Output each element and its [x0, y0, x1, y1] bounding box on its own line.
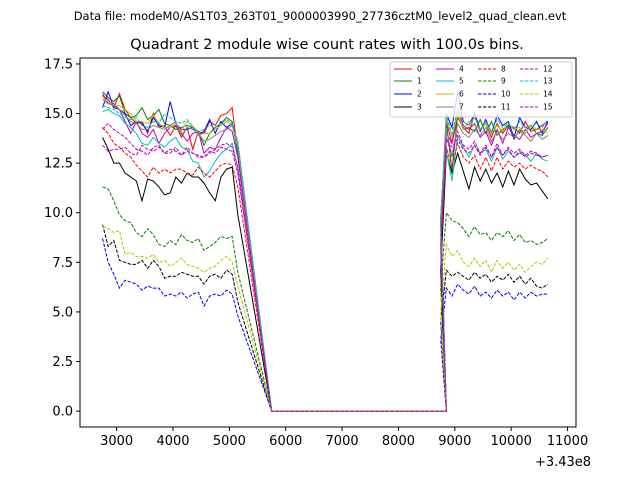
y-tick-label: 15.0	[44, 107, 73, 122]
legend-label-1: 1	[417, 77, 422, 86]
y-tick-label: 5.0	[52, 305, 73, 320]
x-tick-label: 11000	[547, 434, 588, 449]
axes: 3000 4000 5000 6000 7000 8000 9000 10000 11000 0.…	[44, 57, 588, 449]
legend-label-7: 7	[459, 103, 464, 112]
x-tick-label: 10000	[491, 434, 532, 449]
series-line-9	[102, 186, 549, 412]
series-line-6	[102, 97, 549, 412]
series-line-0	[102, 92, 549, 412]
legend-label-5: 5	[459, 77, 464, 86]
x-tick-label: 9000	[438, 434, 471, 449]
x-tick-label: 5000	[213, 434, 246, 449]
y-tick-label: 0.0	[52, 405, 73, 420]
x-tick-label: 4000	[156, 434, 189, 449]
plot-frame	[79, 57, 577, 428]
y-tick-label: 7.5	[52, 256, 73, 271]
series-line-2	[102, 90, 549, 412]
legend-label-11: 11	[501, 103, 511, 112]
series-line-3	[102, 137, 549, 412]
series-line-11	[102, 224, 549, 412]
series-line-10	[102, 238, 548, 412]
legend-label-12: 12	[543, 65, 553, 74]
y-tick-label: 12.5	[44, 157, 73, 172]
legend-label-14: 14	[543, 90, 553, 99]
series-line-4	[102, 93, 549, 412]
x-tick-label: 7000	[326, 434, 359, 449]
y-tick-label: 17.5	[44, 57, 73, 72]
series-line-8	[102, 127, 549, 412]
legend-label-3: 3	[417, 103, 422, 112]
legend-label-10: 10	[501, 90, 511, 99]
x-offset-label: +3.43e8	[535, 455, 591, 470]
series-line-15	[102, 137, 548, 412]
x-tick-label: 3000	[100, 434, 133, 449]
legend-label-15: 15	[543, 103, 553, 112]
legend-label-2: 2	[417, 90, 422, 99]
legend-box	[389, 61, 573, 118]
legend-label-4: 4	[459, 65, 464, 74]
series-line-14	[102, 226, 549, 412]
x-tick-label: 6000	[269, 434, 302, 449]
series-line-7	[102, 99, 549, 412]
legend-label-13: 13	[543, 77, 553, 86]
legend-label-6: 6	[459, 90, 464, 99]
plot-lines	[102, 90, 549, 412]
legend-label-9: 9	[501, 77, 506, 86]
data-file-caption: Data file: modeM0/AS1T03_263T01_90000039…	[74, 9, 567, 23]
series-line-1	[102, 91, 549, 412]
y-tick-label: 2.5	[52, 355, 73, 370]
x-tick-label: 8000	[382, 434, 415, 449]
legend-label-0: 0	[417, 65, 422, 74]
y-tick-label: 10.0	[44, 206, 73, 221]
legend-label-8: 8	[501, 65, 506, 74]
chart-title: Quadrant 2 module wise count rates with …	[130, 37, 524, 53]
